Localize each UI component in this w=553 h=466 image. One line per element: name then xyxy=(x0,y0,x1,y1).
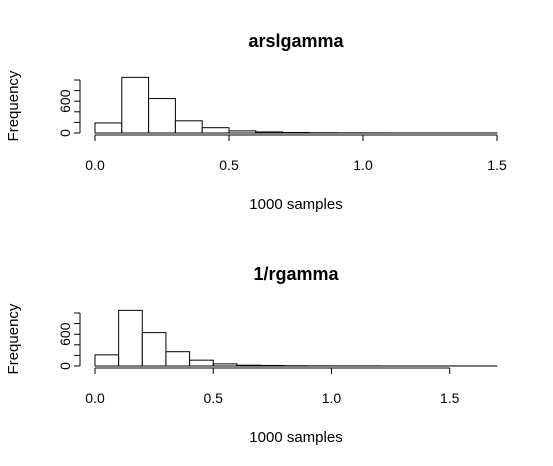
histogram-bar xyxy=(95,355,119,366)
histogram-bar xyxy=(122,77,149,133)
histogram-bar xyxy=(175,121,202,133)
chart-title: 1/rgamma xyxy=(253,264,339,284)
x-tick-label: 1.0 xyxy=(353,157,373,173)
y-tick-label: 0 xyxy=(57,129,73,137)
histogram-bar xyxy=(166,352,190,366)
histogram-bar xyxy=(119,310,143,366)
x-tick-label: 1.5 xyxy=(487,157,507,173)
y-axis-label: Frequency xyxy=(5,303,22,374)
x-axis-label: 1000 samples xyxy=(249,196,342,213)
x-tick-label: 1.5 xyxy=(440,390,460,406)
histogram-bar xyxy=(261,365,285,366)
histogram-panel-arslgamma: arslgamma 0 600 Frequency 0.0 0.5 1.0 1.5 1000 s… xyxy=(5,31,507,213)
x-tick-label: 0.5 xyxy=(219,157,239,173)
x-tick-label: 1.0 xyxy=(322,390,342,406)
x-tick-label: 0.0 xyxy=(85,390,105,406)
histogram-bar xyxy=(95,123,122,133)
histogram-bar xyxy=(202,128,229,133)
x-tick-label: 0.0 xyxy=(85,157,105,173)
histogram-bar xyxy=(229,131,256,133)
x-tick-label: 0.5 xyxy=(204,390,224,406)
histogram-bar xyxy=(237,365,261,366)
y-tick-label: 600 xyxy=(57,322,73,346)
histogram-bar xyxy=(190,360,214,366)
histogram-bar xyxy=(213,364,237,366)
y-tick-label: 600 xyxy=(57,89,73,113)
x-axis-label: 1000 samples xyxy=(249,429,342,446)
histogram-bar xyxy=(149,99,176,133)
histogram-bar xyxy=(283,132,310,133)
chart-title: arslgamma xyxy=(248,31,344,51)
y-axis-label: Frequency xyxy=(5,70,22,141)
histogram-bar xyxy=(142,333,166,366)
y-tick-label: 0 xyxy=(57,362,73,370)
histogram-panel-rgamma: 1/rgamma 0 600 Frequency 0.0 0.5 1.0 1.5 1000 sa… xyxy=(5,264,497,446)
histogram-bar xyxy=(256,132,283,133)
